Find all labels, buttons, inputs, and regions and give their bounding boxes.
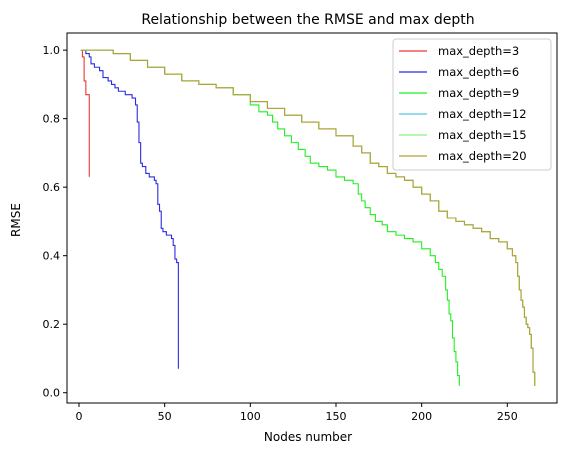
y-tick-label-1: 0.2 xyxy=(43,318,61,331)
x-tick-label-1: 50 xyxy=(158,410,172,423)
series-line-1 xyxy=(80,49,179,369)
series-lines xyxy=(80,49,536,386)
x-axis-ticks: 0 50 100 150 200 250 xyxy=(75,403,518,423)
legend: max_depth=3 max_depth=6 max_depth=9 max_dep… xyxy=(392,38,552,171)
legend-label-1: max_depth=6 xyxy=(438,65,519,79)
legend-label-2: max_depth=9 xyxy=(438,86,519,100)
y-axis-label: RMSE xyxy=(9,203,23,237)
legend-label-4: max_depth=15 xyxy=(438,128,527,142)
y-tick-label-0: 0.0 xyxy=(43,387,61,400)
chart-title: Relationship between the RMSE and max de… xyxy=(141,12,474,28)
series-line-0 xyxy=(80,49,90,177)
plot-frame xyxy=(66,32,558,404)
y-axis-ticks: 0.0 0.2 0.4 0.6 0.8 1.0 xyxy=(43,44,67,400)
series-line-5 xyxy=(80,49,536,386)
y-tick-label-4: 0.8 xyxy=(43,113,61,126)
x-tick-label-2: 100 xyxy=(240,410,261,423)
x-tick-label-5: 250 xyxy=(497,410,518,423)
x-tick-label-3: 150 xyxy=(325,410,346,423)
legend-label-0: max_depth=3 xyxy=(438,44,519,58)
legend-box xyxy=(392,38,552,171)
x-tick-label-4: 200 xyxy=(411,410,432,423)
y-tick-label-5: 1.0 xyxy=(43,44,61,57)
x-axis-label: Nodes number xyxy=(264,430,352,444)
y-tick-label-3: 0.6 xyxy=(43,181,61,194)
y-tick-label-2: 0.4 xyxy=(43,250,61,263)
x-tick-label-0: 0 xyxy=(75,410,82,423)
legend-label-5: max_depth=20 xyxy=(438,149,527,163)
legend-label-3: max_depth=12 xyxy=(438,107,527,121)
